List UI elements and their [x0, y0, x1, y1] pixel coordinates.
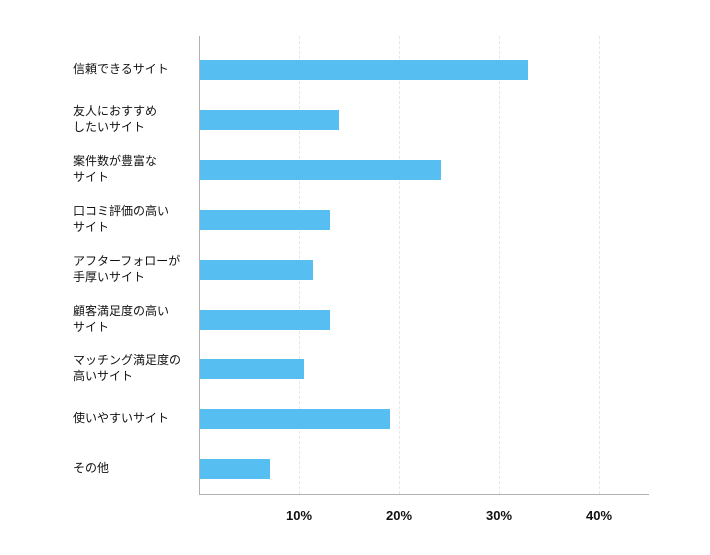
category-label: 口コミ評価の高い サイト: [73, 204, 170, 234]
bar: [200, 459, 270, 479]
bar: [200, 210, 330, 230]
gridline-20: [399, 36, 400, 494]
category-label: 友人におすすめ したいサイト: [73, 104, 158, 134]
x-tick-label: 30%: [485, 508, 513, 523]
bar: [200, 359, 304, 379]
bar: [200, 160, 441, 180]
category-label: 案件数が豊富な サイト: [73, 154, 158, 184]
bar: [200, 260, 313, 280]
y-axis: [199, 36, 200, 495]
category-label: マッチング満足度の 高いサイト: [73, 353, 182, 383]
gridline-30: [499, 36, 500, 494]
x-tick-label: 10%: [285, 508, 313, 523]
category-label: 顧客満足度の高い サイト: [73, 304, 170, 334]
bar: [200, 110, 339, 130]
category-label: アフターフォローが 手厚いサイト: [73, 254, 181, 284]
bar: [200, 60, 528, 80]
x-tick-label: 40%: [585, 508, 613, 523]
category-label: その他: [73, 461, 110, 475]
bar: [200, 310, 330, 330]
x-tick-label: 20%: [385, 508, 413, 523]
bar: [200, 409, 390, 429]
category-label: 使いやすいサイト: [73, 411, 170, 425]
category-label: 信頼できるサイト: [73, 62, 169, 76]
gridline-40: [599, 36, 600, 494]
x-axis: [199, 494, 649, 495]
